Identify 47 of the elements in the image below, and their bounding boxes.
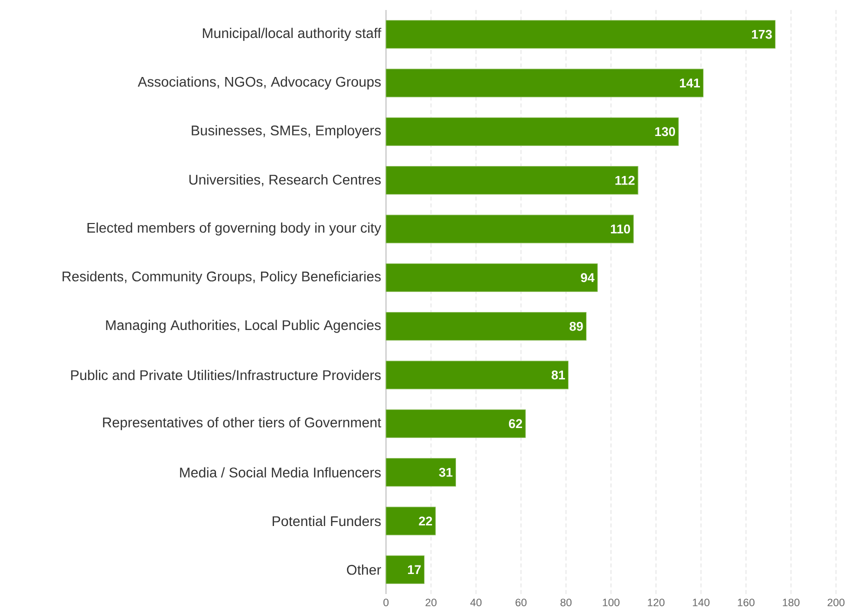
bar	[386, 20, 776, 49]
data-label: 130	[655, 127, 676, 136]
data-label: 31	[439, 468, 452, 477]
x-tick-label: 20	[426, 598, 437, 606]
bar	[386, 117, 679, 146]
data-label: 173	[752, 30, 772, 39]
y-tick-label: Managing Authorities, Local Public Agencies	[106, 320, 381, 333]
y-tick-label: Potential Funders	[272, 516, 381, 526]
bar	[386, 555, 425, 584]
y-tick-label: Public and Private Utilities/Infrastructure Providers	[71, 370, 381, 380]
data-label: 94	[580, 273, 595, 282]
x-tick-label: 0	[383, 598, 389, 606]
data-label: 62	[508, 419, 522, 428]
y-tick-label: Representatives of other tiers of Government	[103, 417, 382, 430]
y-tick-label: Elected members of governing body in your city	[88, 222, 382, 236]
y-tick-label: Residents, Community Groups, Policy Beneficiaries	[62, 271, 381, 284]
x-tick-label: 40	[470, 598, 482, 606]
bar	[386, 409, 526, 438]
y-tick-label: Municipal/local authority staff	[202, 28, 382, 41]
bar	[386, 214, 634, 244]
x-tick-label: 200	[828, 598, 844, 606]
y-tick-label: Businesses, SMEs, Employers	[192, 125, 381, 138]
data-label: 22	[418, 516, 432, 526]
x-tick-label: 120	[648, 598, 664, 606]
bar	[386, 312, 587, 341]
bar	[386, 166, 638, 195]
data-label: 112	[615, 176, 635, 185]
x-tick-label: 180	[782, 598, 800, 606]
bar	[386, 263, 598, 292]
data-label: 141	[680, 78, 700, 88]
y-tick-label: Media / Social Media Influencers	[180, 467, 381, 478]
x-tick-label: 80	[560, 598, 572, 606]
x-tick-label: 140	[692, 598, 710, 606]
data-label: 81	[552, 370, 565, 380]
bar	[386, 360, 569, 390]
x-tick-label: 60	[516, 598, 527, 606]
data-label: 110	[610, 224, 630, 234]
data-label: 89	[570, 322, 583, 331]
y-tick-label: Other	[346, 564, 382, 575]
bar	[386, 506, 436, 536]
y-tick-label: Associations, NGOs, Advocacy Groups	[138, 76, 381, 90]
bar	[386, 68, 704, 98]
y-tick-label: Universities, Research Centres	[189, 174, 381, 186]
x-tick-label: 160	[738, 598, 754, 606]
data-label: 17	[408, 565, 421, 574]
x-tick-label: 100	[602, 598, 620, 606]
bar	[386, 458, 456, 487]
